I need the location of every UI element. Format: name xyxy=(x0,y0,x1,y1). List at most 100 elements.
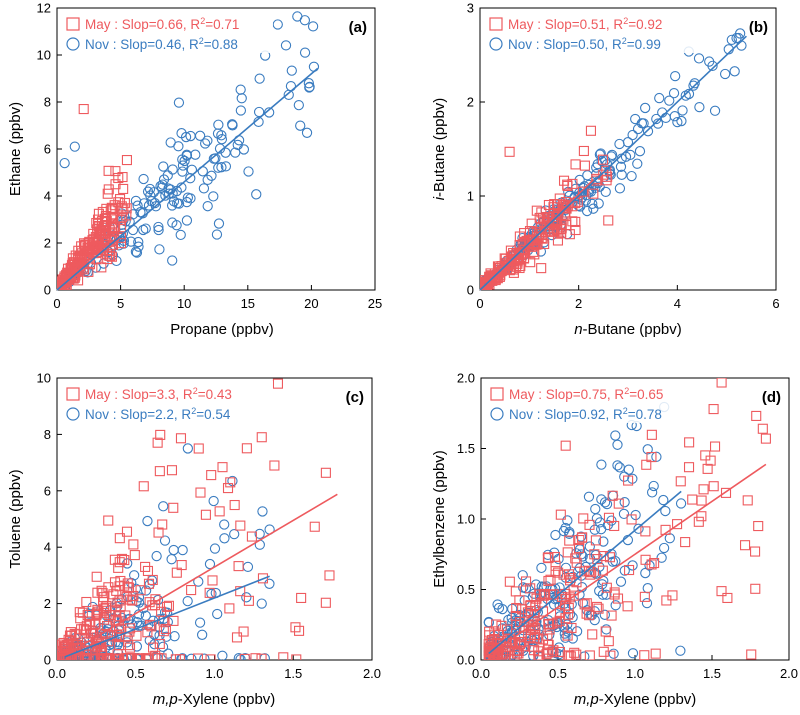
data-point xyxy=(531,205,542,216)
data-point xyxy=(143,578,155,589)
data-point xyxy=(562,547,573,558)
data-point xyxy=(127,209,139,220)
data-point xyxy=(542,549,554,561)
data-point xyxy=(622,137,634,148)
data-point xyxy=(135,207,146,218)
data-point xyxy=(290,622,301,633)
data-point xyxy=(646,429,657,440)
y-tick-label: 0 xyxy=(467,283,474,298)
data-point xyxy=(658,494,669,506)
data-point xyxy=(639,650,650,660)
data-point xyxy=(181,215,193,226)
data-point xyxy=(623,464,634,475)
data-point xyxy=(264,578,275,589)
data-point xyxy=(570,553,581,564)
legend-label-may: May : Slop=3.3, R2=0.43 xyxy=(85,386,232,402)
panel-a: 0 5 10 15 20 25 0 2 4 6 8 10 12 Propane (ppbv) Ethane … xyxy=(7,1,382,339)
data-point xyxy=(96,648,107,659)
data-point xyxy=(163,188,175,199)
data-point xyxy=(212,608,223,620)
data-point xyxy=(560,440,571,451)
data-point xyxy=(638,118,649,129)
data-point xyxy=(626,170,637,182)
data-point xyxy=(278,652,289,660)
data-point xyxy=(235,586,246,597)
data-point xyxy=(171,220,182,231)
data-point xyxy=(138,224,149,236)
data-point xyxy=(609,589,620,600)
data-point xyxy=(590,503,601,515)
data-point xyxy=(103,165,114,176)
data-point xyxy=(217,462,228,473)
data-point xyxy=(138,173,149,185)
data-point xyxy=(584,610,595,621)
data-point xyxy=(75,253,86,264)
data-point xyxy=(593,603,604,614)
y-tick-label: 12 xyxy=(37,1,51,16)
y-tick-label: 4 xyxy=(44,189,51,204)
data-point xyxy=(726,34,737,46)
data-point xyxy=(627,129,638,141)
data-point xyxy=(746,649,757,660)
x-tick-label: 25 xyxy=(368,296,382,311)
data-point xyxy=(633,523,644,534)
data-point xyxy=(114,533,125,544)
data-point xyxy=(144,183,156,195)
data-point xyxy=(603,512,615,523)
data-point xyxy=(193,443,204,454)
data-point xyxy=(612,439,623,450)
data-point xyxy=(98,596,109,607)
data-point xyxy=(74,607,85,618)
data-point xyxy=(216,162,227,173)
data-point xyxy=(496,620,507,631)
data-point xyxy=(156,606,167,617)
data-point xyxy=(106,251,117,262)
y-tick-label: 8 xyxy=(44,95,51,110)
data-point xyxy=(213,218,225,229)
data-point xyxy=(57,281,64,290)
data-point xyxy=(103,515,114,526)
x-tick-label: 1.0 xyxy=(205,666,223,681)
series-nov-points xyxy=(57,443,275,660)
data-point xyxy=(135,653,146,660)
data-point xyxy=(677,105,688,116)
data-point xyxy=(670,70,681,82)
series-may-points xyxy=(483,378,771,660)
data-point xyxy=(286,65,297,76)
data-point xyxy=(140,653,151,660)
y-tick-label: 2 xyxy=(467,95,474,110)
data-point xyxy=(597,565,608,576)
data-point xyxy=(675,645,686,656)
data-point xyxy=(256,598,267,609)
regression-line-nov xyxy=(479,35,747,291)
data-point xyxy=(568,590,579,601)
data-point xyxy=(501,624,513,635)
data-point xyxy=(233,237,242,246)
data-point xyxy=(577,186,588,197)
data-point xyxy=(216,134,228,145)
data-point xyxy=(642,444,653,455)
data-point xyxy=(534,651,545,660)
data-point xyxy=(605,650,616,660)
data-point xyxy=(591,601,602,612)
data-point xyxy=(177,544,188,556)
data-point xyxy=(709,441,721,452)
data-point xyxy=(148,642,159,653)
data-point xyxy=(664,95,675,106)
data-point xyxy=(121,203,132,214)
data-point xyxy=(606,610,617,621)
data-point xyxy=(151,550,162,562)
data-point xyxy=(130,246,142,257)
data-point xyxy=(243,595,254,606)
y-tick-label: 10 xyxy=(37,371,51,386)
series-nov-points xyxy=(483,401,687,660)
data-point xyxy=(81,596,92,608)
data-point xyxy=(74,653,85,660)
data-point xyxy=(98,607,109,619)
data-point xyxy=(238,144,250,155)
data-point xyxy=(84,619,95,630)
data-point xyxy=(121,155,132,166)
data-point xyxy=(596,524,607,535)
data-point xyxy=(613,498,624,509)
data-point xyxy=(618,508,630,520)
